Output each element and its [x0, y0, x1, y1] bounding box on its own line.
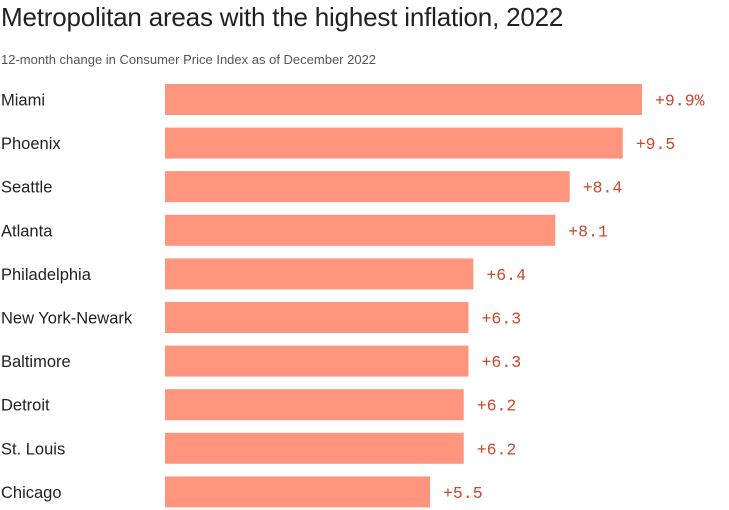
- bar: [165, 302, 469, 333]
- value-label: +6.4: [486, 266, 526, 285]
- chart-title: Metropolitan areas with the highest infl…: [1, 2, 564, 32]
- category-label: Baltimore: [1, 353, 71, 371]
- category-label: Miami: [1, 92, 45, 110]
- category-label: Chicago: [1, 484, 62, 502]
- category-label: Seattle: [1, 179, 52, 197]
- bar: [165, 389, 464, 421]
- chart-subtitle: 12-month change in Consumer Price Index …: [1, 52, 377, 67]
- category-label: New York-Newark: [1, 310, 133, 328]
- value-label: +6.2: [477, 440, 517, 459]
- category-label: Atlanta: [1, 222, 53, 240]
- bar: [165, 214, 556, 246]
- category-label: Philadelphia: [1, 266, 92, 284]
- bar: [165, 258, 474, 290]
- category-label: St. Louis: [1, 440, 65, 458]
- value-label: +5.5: [443, 484, 483, 503]
- bar: [165, 171, 570, 203]
- bar: [165, 127, 623, 159]
- category-label: Phoenix: [1, 135, 61, 153]
- value-label: +6.3: [482, 310, 522, 329]
- value-label: +8.4: [583, 179, 623, 198]
- bar: [165, 345, 469, 377]
- value-label: +9.9%: [655, 92, 705, 111]
- value-label: +6.3: [482, 353, 522, 372]
- value-label: +8.1: [568, 222, 608, 241]
- bar: [165, 432, 464, 464]
- value-label: +6.2: [477, 397, 517, 416]
- value-label: +9.5: [636, 135, 676, 154]
- bar: [165, 476, 430, 508]
- category-label: Detroit: [1, 397, 50, 415]
- bar: [165, 84, 642, 115]
